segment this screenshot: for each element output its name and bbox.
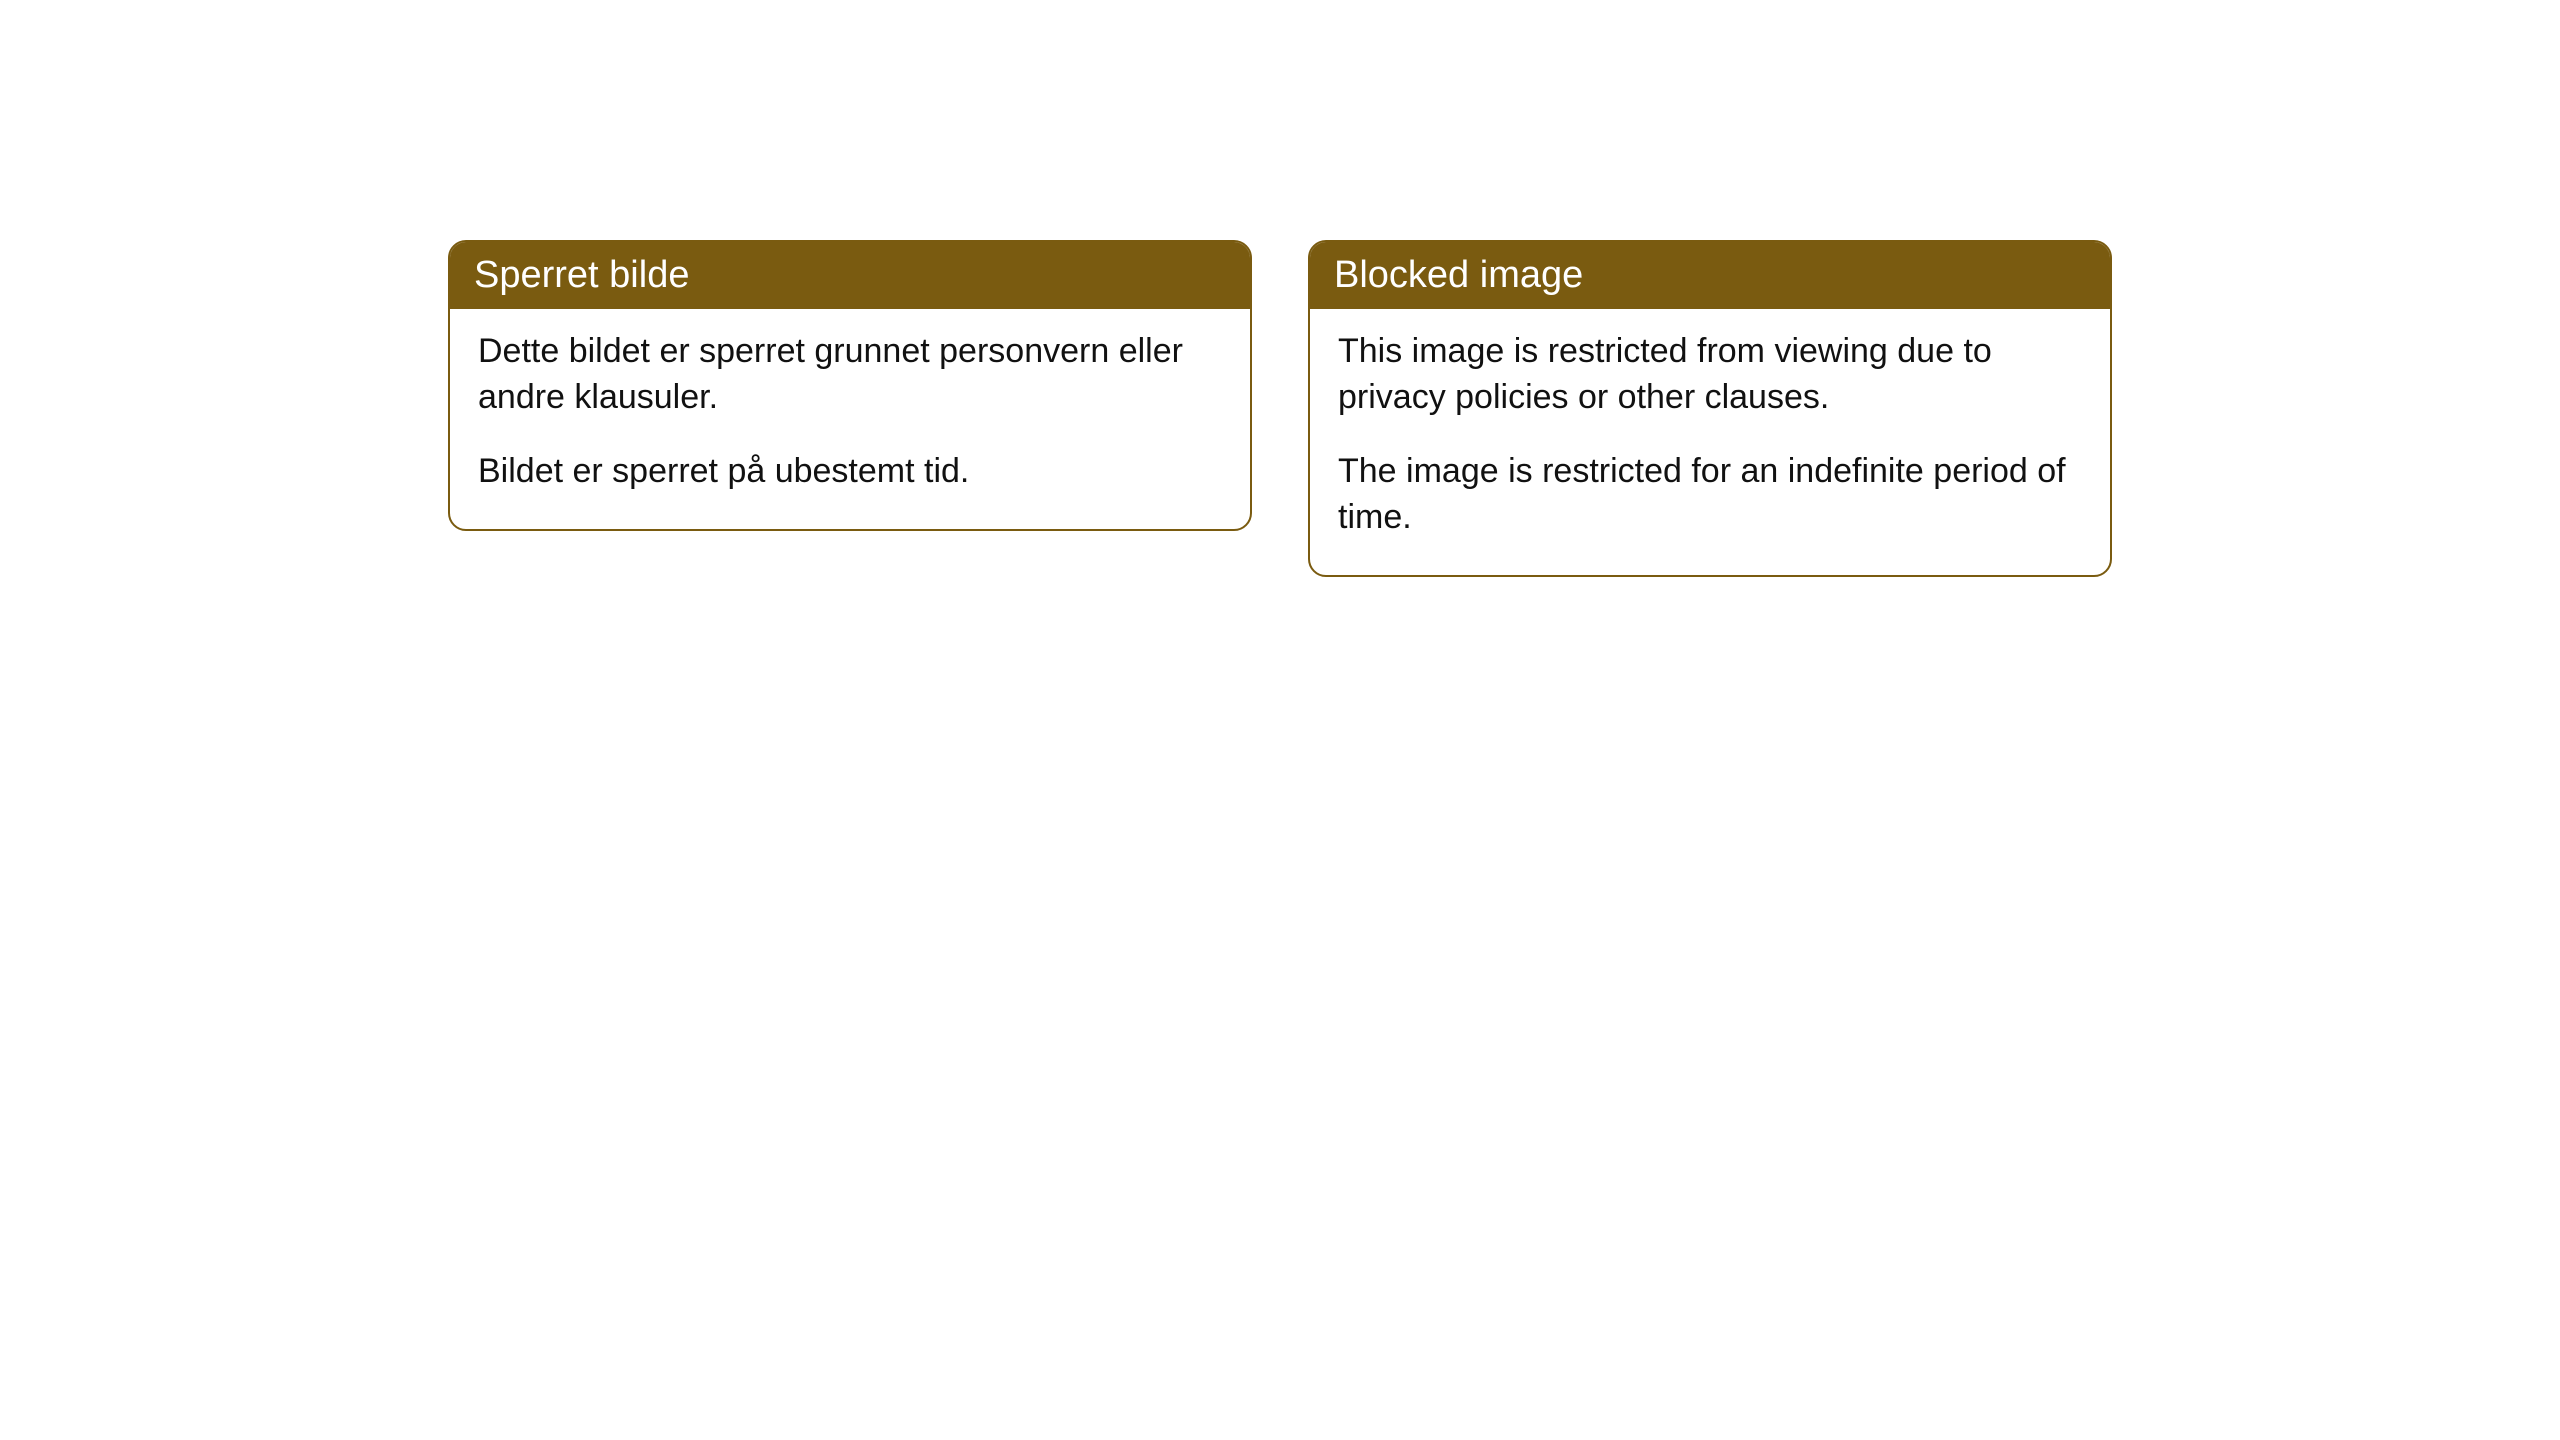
card-english: Blocked image This image is restricted f…	[1308, 240, 2112, 577]
card-body-norwegian: Dette bildet er sperret grunnet personve…	[450, 309, 1250, 529]
card-paragraph-2-english: The image is restricted for an indefinit…	[1338, 449, 2082, 541]
card-paragraph-1-english: This image is restricted from viewing du…	[1338, 329, 2082, 421]
card-body-english: This image is restricted from viewing du…	[1310, 309, 2110, 575]
card-header-english: Blocked image	[1310, 242, 2110, 309]
card-header-norwegian: Sperret bilde	[450, 242, 1250, 309]
card-paragraph-2-norwegian: Bildet er sperret på ubestemt tid.	[478, 449, 1222, 495]
card-norwegian: Sperret bilde Dette bildet er sperret gr…	[448, 240, 1252, 531]
card-paragraph-1-norwegian: Dette bildet er sperret grunnet personve…	[478, 329, 1222, 421]
card-title-norwegian: Sperret bilde	[474, 254, 689, 296]
card-title-english: Blocked image	[1334, 254, 1583, 296]
cards-container: Sperret bilde Dette bildet er sperret gr…	[430, 240, 2130, 577]
